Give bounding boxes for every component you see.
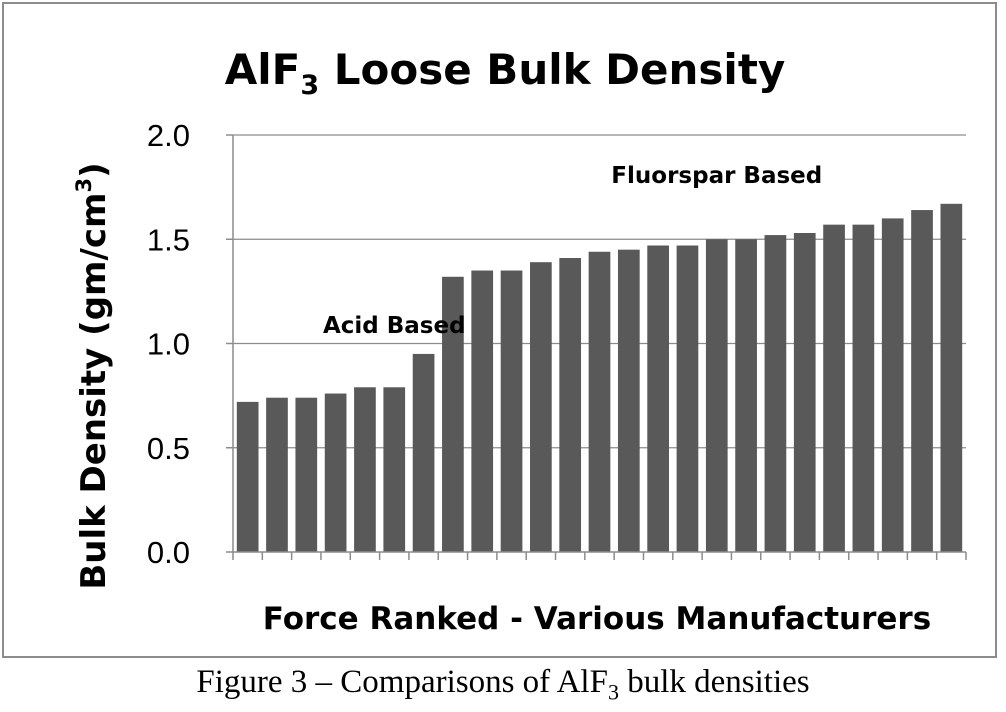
annotation-label: Acid Based: [323, 313, 466, 339]
bar: [852, 224, 875, 552]
chart-title-rest: Loose Bulk Density: [319, 45, 785, 94]
bar: [676, 245, 699, 552]
bar: [617, 249, 640, 553]
bar: [500, 270, 523, 552]
bar: [530, 262, 552, 552]
y-tick-label: 1.5: [147, 222, 190, 257]
bar: [793, 232, 816, 552]
annotations: Acid Based Fluorspar Based: [323, 163, 822, 339]
y-axis-label-superscript: 3: [72, 178, 96, 193]
bar: [295, 397, 318, 552]
caption-suffix: bulk densities: [618, 664, 810, 700]
y-axis-label: Bulk Density (gm/cm3): [72, 162, 114, 589]
bar: [823, 224, 845, 552]
caption-subscript: 3: [607, 679, 619, 705]
chart-title-main: AlF: [225, 45, 301, 94]
bar: [647, 245, 669, 552]
chart-title: AlF3 Loose Bulk Density: [225, 45, 786, 101]
bar: [354, 387, 376, 552]
caption-prefix: Figure 3 – Comparisons of AlF: [196, 664, 608, 700]
x-axis-label: Force Ranked - Various Manufacturers: [263, 601, 931, 637]
bar: [324, 393, 347, 552]
bar: [471, 270, 494, 552]
y-axis-label-close: ): [74, 162, 114, 178]
bar: [442, 276, 464, 552]
bars: [236, 203, 963, 553]
bar: [236, 401, 259, 552]
bar: [412, 353, 435, 552]
chart-title-subscript: 3: [300, 70, 319, 101]
bar: [559, 258, 582, 552]
chart-frame: AlF3 Loose Bulk Density 0.0 0.5 1.0 1.5 2.0 …: [2, 2, 997, 658]
y-tick-label: 2.0: [147, 118, 190, 153]
bar: [588, 251, 611, 552]
bar: [911, 210, 933, 552]
bar: [881, 218, 904, 552]
bar: [266, 397, 288, 552]
bar: [940, 203, 963, 552]
figure-caption: Figure 3 – Comparisons of AlF3 bulk dens…: [0, 664, 1006, 706]
y-tick-label: 0.0: [147, 535, 190, 570]
bar: [705, 239, 728, 552]
bar: [764, 235, 787, 552]
y-tick-labels: 0.0 0.5 1.0 1.5 2.0: [147, 118, 190, 570]
y-tick-label: 1.0: [147, 327, 190, 362]
bar: [383, 387, 406, 552]
y-tick-label: 0.5: [147, 431, 190, 466]
axes: [232, 135, 967, 560]
bar-chart: AlF3 Loose Bulk Density 0.00.51.01.52.0 …: [72, 45, 967, 637]
y-axis-label-main: Bulk Density (gm/cm: [74, 193, 114, 590]
annotation-label: Fluorspar Based: [611, 163, 822, 189]
bar: [735, 239, 757, 552]
